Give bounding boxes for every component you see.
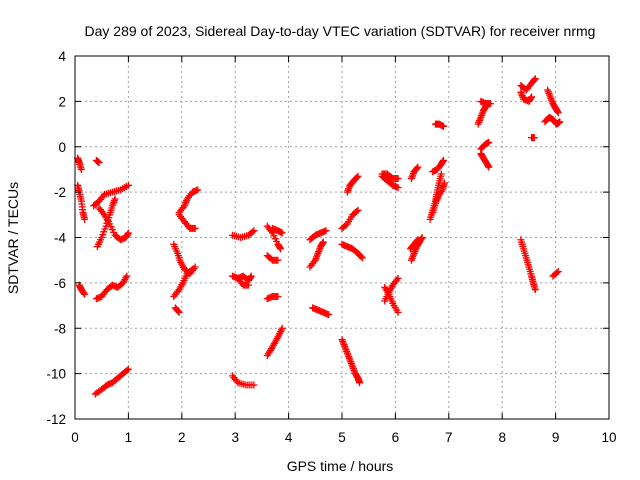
x-tick-label: 0 — [71, 430, 79, 445]
data-point — [124, 365, 132, 373]
y-tick-label: -2 — [54, 185, 66, 200]
x-tick-label: 6 — [392, 430, 400, 445]
data-point — [554, 109, 562, 117]
data-point — [124, 230, 132, 238]
data-point — [278, 324, 286, 332]
data-point — [485, 138, 493, 146]
data-point — [358, 254, 366, 262]
data-point — [530, 76, 538, 84]
data-point — [80, 289, 88, 297]
x-axis-label: GPS time / hours — [287, 458, 394, 474]
x-tick-label: 9 — [552, 430, 560, 445]
data-point — [486, 100, 494, 108]
data-point — [394, 308, 402, 316]
data-point — [325, 311, 333, 319]
data-point — [354, 172, 362, 180]
x-tick-label: 1 — [125, 430, 133, 445]
data-point — [413, 164, 421, 172]
data-point — [249, 228, 257, 236]
data-point — [357, 253, 365, 261]
data-point — [194, 186, 202, 194]
data-point — [187, 266, 195, 274]
data-point — [531, 75, 539, 83]
data-point — [274, 256, 282, 264]
x-axis: 0 1 2 3 4 5 6 7 8 9 10 — [71, 56, 617, 445]
data-point — [354, 206, 362, 214]
data-point — [319, 238, 327, 246]
data-point — [530, 134, 538, 142]
data-point — [394, 184, 402, 192]
data-point — [531, 286, 539, 294]
data-point — [123, 366, 131, 374]
data-points — [74, 75, 564, 398]
x-tick-label: 4 — [285, 430, 293, 445]
y-axis: -12 -10 -8 -6 -4 -2 0 2 4 — [46, 49, 609, 427]
y-tick-label: -4 — [54, 231, 66, 246]
data-point — [81, 215, 89, 223]
y-tick-label: 4 — [58, 49, 66, 64]
data-point — [484, 162, 492, 170]
data-point — [554, 268, 562, 276]
data-point — [174, 307, 182, 315]
data-point — [554, 108, 562, 116]
grid — [75, 56, 609, 419]
x-tick-label: 3 — [231, 430, 239, 445]
data-point — [250, 227, 258, 235]
x-tick-label: 2 — [178, 430, 186, 445]
x-tick-label: 5 — [338, 430, 346, 445]
data-point — [439, 122, 447, 130]
data-point — [276, 244, 284, 252]
data-point — [322, 227, 330, 235]
data-point — [394, 175, 402, 183]
chart-title: Day 289 of 2023, Sidereal Day-to-day VTE… — [85, 23, 596, 39]
y-tick-label: 0 — [58, 140, 66, 155]
x-tick-label: 7 — [445, 430, 453, 445]
data-point — [124, 229, 132, 237]
data-point — [527, 94, 535, 102]
data-point — [441, 179, 449, 187]
y-tick-label: -12 — [46, 412, 66, 427]
data-point — [553, 269, 561, 277]
y-tick-label: -8 — [54, 321, 66, 336]
data-point — [417, 235, 425, 243]
data-point — [437, 170, 445, 178]
data-point — [353, 173, 361, 181]
data-point — [278, 229, 286, 237]
data-point — [123, 272, 131, 280]
data-point — [413, 237, 421, 245]
data-point — [188, 265, 196, 273]
data-point — [274, 292, 282, 300]
data-point — [247, 273, 255, 281]
data-point — [245, 281, 253, 289]
data-point — [439, 157, 447, 165]
data-point — [111, 195, 119, 203]
data-point — [77, 165, 85, 173]
data-point — [175, 308, 183, 316]
data-point — [191, 224, 199, 232]
data-point — [250, 381, 258, 389]
x-tick-label: 10 — [601, 430, 616, 445]
data-point — [124, 181, 132, 189]
y-tick-label: -6 — [54, 276, 66, 291]
data-point — [556, 118, 564, 126]
data-point — [356, 379, 364, 387]
data-point — [394, 274, 402, 282]
data-point — [528, 93, 536, 101]
data-point — [485, 163, 493, 171]
data-point — [439, 156, 447, 164]
data-point — [414, 163, 422, 171]
data-point — [418, 234, 426, 241]
data-point — [81, 290, 89, 298]
data-point — [277, 245, 285, 253]
y-tick-label: -10 — [46, 367, 66, 382]
y-axis-label: SDTVAR / TECUs — [5, 182, 21, 294]
data-point — [414, 236, 422, 244]
y-tick-label: 2 — [58, 94, 66, 109]
data-point — [247, 272, 255, 280]
data-point — [319, 239, 327, 247]
x-tick-label: 8 — [498, 430, 506, 445]
data-point — [95, 159, 103, 167]
data-point — [353, 207, 361, 215]
